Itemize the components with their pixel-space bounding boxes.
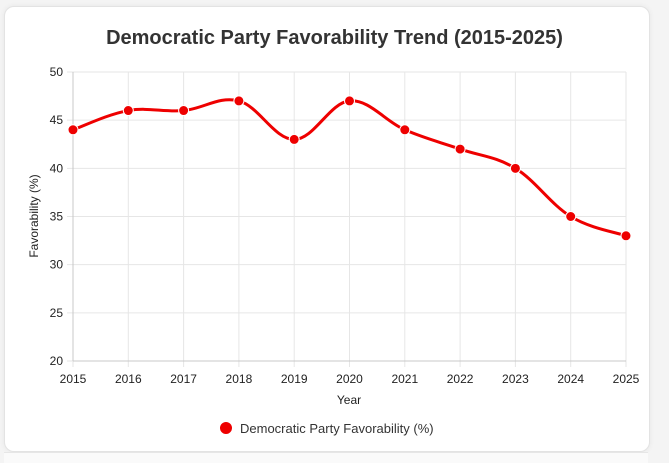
x-tick-label: 2020 <box>336 372 363 386</box>
legend[interactable]: Democratic Party Favorability (%) <box>220 421 434 436</box>
x-tick-label: 2024 <box>557 372 584 386</box>
x-tick-labels: 2015 2016 2017 2018 2019 2020 2021 2022 2023 2024… <box>60 372 640 386</box>
data-point[interactable] <box>122 105 134 117</box>
y-tick-label: 30 <box>50 258 64 272</box>
y-tick-labels: 20 25 30 35 40 45 50 <box>50 65 64 368</box>
y-tick-label: 45 <box>50 113 64 127</box>
x-axis-label: Year <box>337 393 361 407</box>
x-tick-label: 2018 <box>226 372 253 386</box>
data-point[interactable] <box>178 105 190 117</box>
data-point[interactable] <box>344 95 355 107</box>
y-tick-label: 25 <box>50 306 64 320</box>
data-point[interactable] <box>399 124 411 136</box>
y-tick-label: 20 <box>50 354 64 368</box>
legend-marker[interactable] <box>220 422 232 434</box>
x-tick-label: 2025 <box>613 372 640 386</box>
x-tick-label: 2021 <box>391 372 418 386</box>
data-point[interactable] <box>565 211 577 222</box>
x-tick-label: 2023 <box>502 372 529 386</box>
y-tick-label: 40 <box>50 161 64 175</box>
y-tick-label: 50 <box>50 65 64 79</box>
x-tick-label: 2015 <box>60 372 87 386</box>
x-tick-label: 2019 <box>281 372 308 386</box>
x-tick-label: 2016 <box>115 372 142 386</box>
y-axis-label: Favorability (%) <box>27 174 41 257</box>
data-point[interactable] <box>233 95 245 107</box>
data-point[interactable] <box>67 124 79 136</box>
data-point[interactable] <box>509 162 521 174</box>
data-points <box>67 95 632 242</box>
data-point[interactable] <box>454 143 466 155</box>
grid-lines <box>67 71 627 367</box>
x-tick-label: 2022 <box>447 372 474 386</box>
data-point[interactable] <box>620 230 632 242</box>
x-tick-label: 2017 <box>170 372 197 386</box>
chart-title: Democratic Party Favorability Trend (201… <box>106 27 563 49</box>
data-point[interactable] <box>288 133 300 145</box>
card-footer-strip <box>4 452 648 463</box>
legend-label[interactable]: Democratic Party Favorability (%) <box>240 421 434 436</box>
y-tick-label: 35 <box>50 210 64 224</box>
chart-card <box>4 6 650 452</box>
axes <box>72 72 626 362</box>
